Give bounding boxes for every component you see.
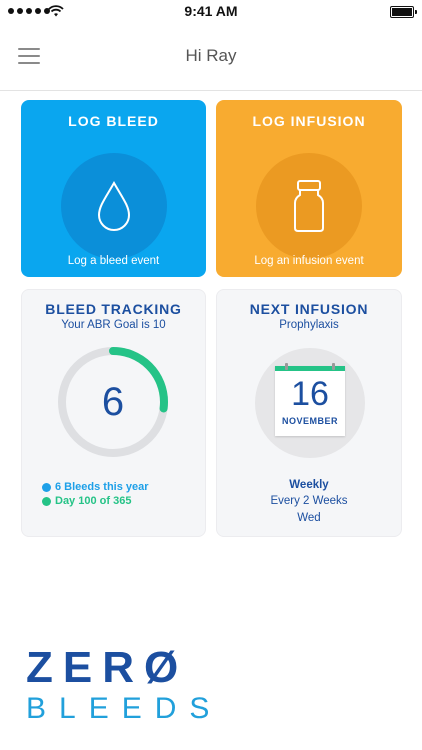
signal-strength-icon	[8, 8, 50, 14]
log-infusion-subtitle: Log an infusion event	[254, 255, 364, 267]
infusion-type: Prophylaxis	[279, 319, 339, 331]
next-infusion-card[interactable]: NEXT INFUSION Prophylaxis 16 NOVEMBER We…	[216, 289, 402, 537]
log-bleed-subtitle: Log a bleed event	[67, 255, 160, 267]
bleed-progress-ring	[58, 347, 168, 457]
legend-bleeds: 6 Bleeds this year	[42, 481, 149, 493]
logo-word-zero: ZERØ	[26, 643, 189, 692]
green-dot-icon	[42, 496, 51, 506]
droplet-icon	[97, 180, 130, 231]
calendar-month: NOVEMBER	[281, 416, 338, 426]
infusion-weekday: Wed	[297, 512, 321, 524]
wifi-icon	[48, 5, 64, 17]
hamburger-menu-icon[interactable]	[18, 48, 40, 66]
log-bleed-button[interactable]	[60, 153, 167, 259]
abr-goal-text: Your ABR Goal is 10	[61, 319, 166, 331]
status-bar: 9:41 AM	[0, 0, 422, 24]
calendar-day: 16	[291, 375, 329, 413]
infusion-frequency: Weekly	[289, 479, 329, 491]
blue-dot-icon	[42, 482, 51, 492]
legend-bleeds-label: 6 Bleeds this year	[55, 481, 149, 493]
status-time: 9:41 AM	[184, 3, 238, 19]
bleed-tracking-title: BLEED TRACKING	[45, 301, 182, 317]
app-header: Hi Ray	[0, 24, 422, 91]
logo-word-bleeds: BLEEDS	[26, 692, 223, 725]
log-bleed-title: LOG BLEED	[68, 113, 159, 129]
legend-day: Day 100 of 365	[42, 495, 131, 507]
log-infusion-button[interactable]	[256, 153, 362, 259]
zero-bleeds-logo: ZERØ BLEEDS	[26, 646, 222, 726]
log-infusion-card[interactable]: LOG INFUSION Log an infusion event	[216, 100, 402, 277]
log-bleed-card[interactable]: LOG BLEED Log a bleed event	[21, 100, 206, 277]
legend-day-label: Day 100 of 365	[55, 495, 132, 507]
next-infusion-title: NEXT INFUSION	[249, 301, 369, 317]
bleed-count: 6	[101, 380, 125, 424]
battery-icon	[390, 6, 417, 18]
bleed-tracking-card[interactable]: BLEED TRACKING Your ABR Goal is 10 6 6 B…	[21, 289, 206, 537]
page-title: Hi Ray	[185, 46, 237, 65]
infusion-interval: Every 2 Weeks	[270, 495, 348, 507]
log-infusion-title: LOG INFUSION	[252, 113, 366, 129]
calendar-icon: 16 NOVEMBER	[275, 363, 345, 436]
vial-icon	[294, 180, 324, 232]
